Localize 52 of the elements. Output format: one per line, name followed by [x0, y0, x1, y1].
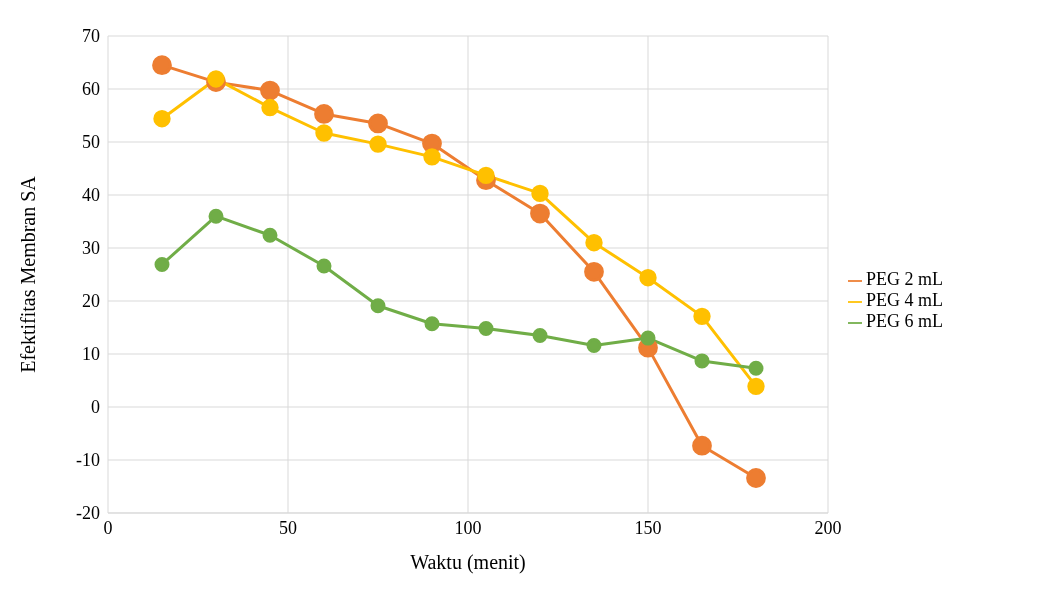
point	[153, 109, 171, 128]
point	[315, 124, 333, 142]
point	[694, 353, 710, 369]
point	[424, 316, 440, 332]
point	[693, 307, 711, 326]
y-tick-label: -10	[76, 450, 100, 471]
x-tick-label: 50	[279, 517, 297, 538]
point	[639, 268, 657, 287]
x-tick-label: 200	[814, 517, 842, 538]
point	[260, 80, 280, 101]
x-tick-label: 150	[634, 517, 662, 538]
y-tick-label: 40	[82, 185, 100, 206]
point	[477, 166, 495, 185]
point	[640, 330, 656, 346]
point	[532, 327, 548, 343]
x-tick-label: 100	[454, 517, 482, 538]
point	[369, 135, 387, 153]
y-tick-label: -20	[76, 503, 100, 524]
point	[370, 298, 386, 314]
y-tick-label: 70	[82, 26, 100, 47]
x-tick-label: 0	[103, 517, 113, 538]
x-axis-title: Waktu (menit)	[410, 551, 526, 574]
point	[531, 184, 549, 203]
point	[261, 98, 279, 117]
point	[262, 227, 278, 243]
point	[207, 70, 225, 88]
y-tick-label: 10	[82, 344, 100, 365]
point	[478, 321, 494, 337]
y-tick-label: 30	[82, 238, 100, 259]
point	[747, 377, 765, 396]
legend-label: PEG 6 mL	[866, 311, 944, 331]
y-tick-label: 50	[82, 132, 100, 153]
point	[530, 203, 550, 224]
point	[585, 234, 603, 252]
y-axis-title: Efektifitas Membran SA	[17, 175, 40, 373]
point	[746, 468, 766, 488]
point	[152, 55, 172, 76]
legend-label: PEG 2 mL	[866, 269, 944, 289]
y-tick-label: 20	[82, 291, 100, 312]
point	[314, 104, 334, 124]
point	[584, 261, 604, 282]
y-tick-label: 0	[91, 397, 100, 418]
point	[208, 208, 224, 224]
point	[316, 258, 332, 274]
point	[154, 256, 170, 272]
legend-label: PEG 4 mL	[866, 290, 944, 310]
point	[423, 148, 441, 166]
point	[586, 338, 602, 354]
point	[692, 435, 712, 456]
y-tick-label: 60	[82, 79, 100, 100]
point	[368, 113, 388, 134]
point	[748, 360, 764, 376]
